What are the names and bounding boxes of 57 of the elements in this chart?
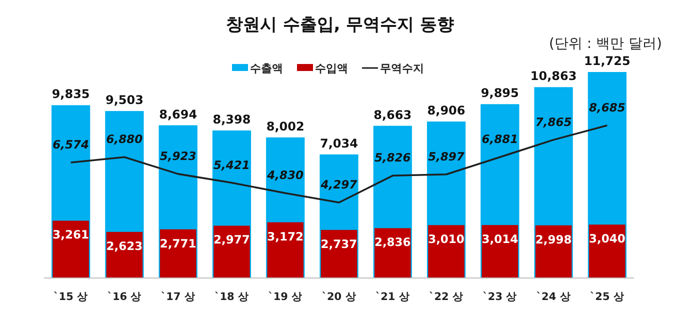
bar <box>589 224 626 278</box>
data-label: 4,830 <box>266 168 304 182</box>
data-label: 8,906 <box>427 104 466 118</box>
data-label: 2,771 <box>160 236 196 250</box>
data-label: 3,010 <box>428 232 464 246</box>
x-tick-label: `18 상 <box>214 291 249 303</box>
x-tick-label: `24 상 <box>536 291 571 303</box>
data-label: 9,503 <box>105 93 144 108</box>
data-label: 6,881 <box>482 132 518 146</box>
legend-label: 수출액 <box>250 62 283 75</box>
data-label: 6,880 <box>106 132 143 146</box>
x-tick-label: `19 상 <box>268 291 303 303</box>
chart-title: 창원시 수출입, 무역수지 동향 <box>226 15 454 35</box>
data-label: 3,261 <box>52 228 90 242</box>
data-label: 2,623 <box>106 238 143 253</box>
data-label: 9,895 <box>480 86 519 100</box>
data-label: 5,421 <box>214 158 250 172</box>
data-label: 8,398 <box>212 112 251 126</box>
bar <box>267 222 304 278</box>
x-tick-label: `20 상 <box>322 291 356 303</box>
x-tick-label: `15 상 <box>54 291 88 303</box>
bar <box>52 220 89 278</box>
x-tick-label: `22 상 <box>429 291 464 303</box>
x-tick-label: `25 상 <box>590 291 624 303</box>
data-label: 3,040 <box>588 232 626 246</box>
data-label: 5,826 <box>374 150 411 165</box>
bar <box>482 225 518 278</box>
data-label: 7,034 <box>320 136 358 150</box>
bar <box>160 229 196 278</box>
text: (단위 : 백만 달러) <box>549 36 662 52</box>
data-label: 9,835 <box>52 87 90 102</box>
bar <box>214 226 250 278</box>
x-tick-label: `23 상 <box>482 291 518 303</box>
data-label: 8,694 <box>159 107 198 122</box>
data-label: 4,297 <box>320 178 358 192</box>
data-label: 2,836 <box>374 235 411 250</box>
data-label: 5,923 <box>160 148 196 163</box>
data-label: 10,863 <box>530 69 577 84</box>
legend-label: 수입액 <box>315 62 348 75</box>
data-label: 11,725 <box>584 54 630 68</box>
legend-label: 무역수지 <box>380 62 424 75</box>
x-tick-label: `21 상 <box>375 291 410 303</box>
x-tick-label: `16 상 <box>107 291 142 303</box>
data-label: 5,897 <box>428 149 464 164</box>
data-label: 3,172 <box>267 229 304 244</box>
bar <box>428 225 464 278</box>
data-label: 8,685 <box>588 100 626 114</box>
bar <box>374 228 411 278</box>
data-label: 7,865 <box>535 114 572 129</box>
data-label: 2,998 <box>535 232 572 246</box>
data-label: 2,737 <box>320 236 358 251</box>
data-label: 6,574 <box>52 138 90 152</box>
data-label: 8,002 <box>266 119 304 134</box>
data-label: 8,663 <box>374 108 412 122</box>
data-label: 3,014 <box>482 232 518 246</box>
x-tick-label: `17 상 <box>160 291 196 303</box>
data-label: 2,977 <box>214 232 250 247</box>
